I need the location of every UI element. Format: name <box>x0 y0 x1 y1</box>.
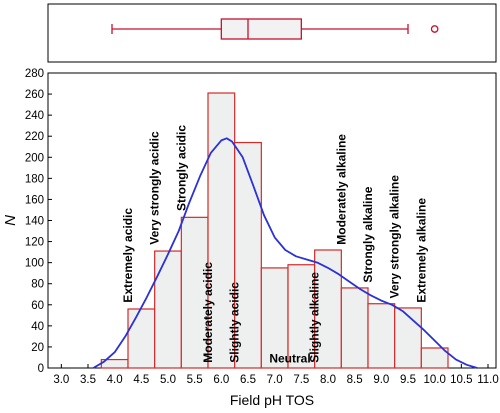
y-tick-label: 240 <box>25 110 44 122</box>
boxplot-panel <box>47 3 497 63</box>
x-tick-label: 10.5 <box>450 374 472 386</box>
y-tick-label: 80 <box>31 279 44 291</box>
x-tick-label: 9.0 <box>373 374 389 386</box>
histogram-bar <box>420 347 449 369</box>
y-tick-label: 0 <box>38 363 44 375</box>
y-tick-label: 40 <box>31 321 44 333</box>
y-tick-label: 220 <box>25 131 44 143</box>
histogram-bar <box>340 287 369 369</box>
y-tick-label: 260 <box>25 89 44 101</box>
y-tick-label: 60 <box>31 300 44 312</box>
ph-class-annotation: Strongly acidic <box>174 125 188 211</box>
y-tick-label: 280 <box>25 68 44 80</box>
ph-class-annotation: Slightly acidic <box>228 282 242 363</box>
ph-class-annotation: Neutral <box>269 352 310 366</box>
x-tick-label: 10.0 <box>423 374 445 386</box>
y-tick-label: 200 <box>25 152 44 164</box>
ph-class-annotation: Moderately alkaline <box>334 134 348 245</box>
y-tick-label: 160 <box>25 194 44 206</box>
interquartile-box <box>220 18 302 40</box>
histogram-bar <box>234 141 262 369</box>
x-tick-label: 7.5 <box>293 374 309 386</box>
y-axis-title: N <box>2 215 19 226</box>
histogram-bar <box>260 267 289 369</box>
y-tick-label: 20 <box>31 342 44 354</box>
ph-class-annotation: Moderately acidic <box>201 262 215 363</box>
x-tick-label: 6.0 <box>213 374 229 386</box>
histogram-bar <box>127 308 156 369</box>
x-tick-label: 4.5 <box>133 374 149 386</box>
ph-class-annotation: Extremely alkaline <box>414 198 428 303</box>
x-tick-label: 5.0 <box>160 374 176 386</box>
y-tick-label: 120 <box>25 237 44 249</box>
ph-class-annotation: Strongly alkaline <box>361 186 375 282</box>
y-tick-label: 180 <box>25 173 44 185</box>
ph-class-annotation: Very strongly alkaline <box>388 175 402 299</box>
y-tick-label: 140 <box>25 216 44 228</box>
x-axis-title: Field pH TOS <box>230 392 314 408</box>
x-tick-label: 7.0 <box>267 374 283 386</box>
x-tick-label: 4.0 <box>107 374 123 386</box>
x-tick-label: 6.5 <box>240 374 256 386</box>
histogram-bar <box>367 303 396 369</box>
fitted-density-curve <box>92 137 478 369</box>
x-tick-label: 9.5 <box>400 374 416 386</box>
x-tick-label: 5.5 <box>187 374 203 386</box>
ph-class-annotation: Extremely acidic <box>121 208 135 303</box>
histogram-panel: 0 20 40 60 80 100 120 140 160 180 200 220 240 260 280 3… <box>2 68 499 408</box>
ph-class-annotation: Slightly alkaline <box>308 272 322 363</box>
x-tick-label: 3.0 <box>53 374 69 386</box>
histogram-bar <box>180 216 209 369</box>
x-tick-label: 8.5 <box>347 374 363 386</box>
outlier-point <box>430 25 439 33</box>
x-tick-label: 3.5 <box>80 374 96 386</box>
x-tick-label: 8.0 <box>320 374 336 386</box>
y-tick-label: 100 <box>25 258 44 270</box>
histogram-bar <box>207 92 236 369</box>
x-tick-label: 11.0 <box>477 374 499 386</box>
histogram-bar <box>154 250 182 369</box>
histogram-bar <box>394 307 422 369</box>
ph-class-annotation: Very strongly acidic <box>148 131 162 245</box>
